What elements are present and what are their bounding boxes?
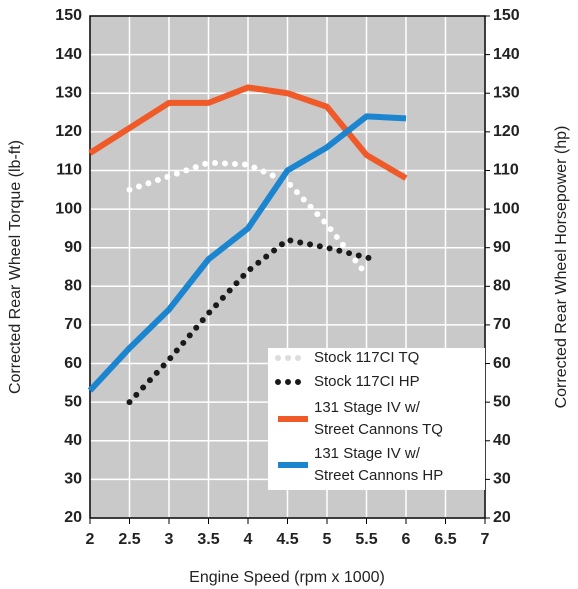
line-series [88,84,408,181]
y2-tick-label: 130 [493,84,520,101]
legend-label: Street Cannons TQ [314,421,443,438]
y2-tick-label: 150 [493,7,520,24]
y-tick-label: 60 [64,355,82,372]
y-tick-label: 150 [55,7,82,24]
y-tick-label: 130 [55,84,82,101]
x-tick-label: 4.5 [276,531,298,548]
y2-tick-label: 50 [493,393,511,410]
y-tick-label: 140 [55,46,82,63]
y2-tick-label: 40 [493,432,511,449]
y-tick-label: 30 [64,471,82,488]
x-tick-label: 4 [244,531,253,548]
legend-label: 131 Stage IV w/ [314,399,421,416]
y2-tick-label: 20 [493,509,511,526]
x-tick-label: 5 [323,531,332,548]
legend-label: Street Cannons HP [314,467,443,484]
x-tick-label: 5.5 [355,531,377,548]
x-tick-label: 3.5 [197,531,219,548]
y-axis-label: Corrected Rear Wheel Torque (lb-ft) [7,140,24,394]
x-axis-label: Engine Speed (rpm x 1000) [189,569,385,586]
y2-tick-label: 80 [493,278,511,295]
y2-tick-label: 30 [493,471,511,488]
x-tick-label: 2 [86,531,95,548]
x-tick-label: 7 [481,531,490,548]
y-tick-label: 20 [64,509,82,526]
y2-tick-label: 60 [493,355,511,372]
y-tick-label: 50 [64,393,82,410]
y2-axis-label: Corrected Rear Wheel Horsepower (hp) [553,126,570,409]
y-tick-label: 90 [64,239,82,256]
x-tick-label: 2.5 [118,531,140,548]
legend-label: 131 Stage IV w/ [314,445,421,462]
y2-tick-label: 90 [493,239,511,256]
y-tick-label: 110 [56,162,82,179]
y2-tick-label: 110 [493,162,519,179]
y-tick-label: 70 [64,316,82,333]
x-tick-label: 6.5 [434,531,456,548]
plot-frame [89,15,486,519]
x-tick-label: 3 [165,531,174,548]
line-series [126,159,370,278]
y-tick-label: 100 [55,200,82,217]
line-series [87,113,407,393]
y-tick-label: 80 [64,278,82,295]
y-tick-label: 120 [55,123,82,140]
legend-label: Stock 117CI HP [314,373,420,390]
x-tick-label: 6 [402,531,411,548]
y-tick-label: 40 [64,432,82,449]
y2-tick-label: 120 [493,123,520,140]
line-series [126,236,378,406]
y2-tick-label: 140 [493,46,520,63]
legend-label: Stock 117CI TQ [314,349,419,366]
y2-tick-label: 100 [493,200,520,217]
y2-tick-label: 70 [493,316,511,333]
